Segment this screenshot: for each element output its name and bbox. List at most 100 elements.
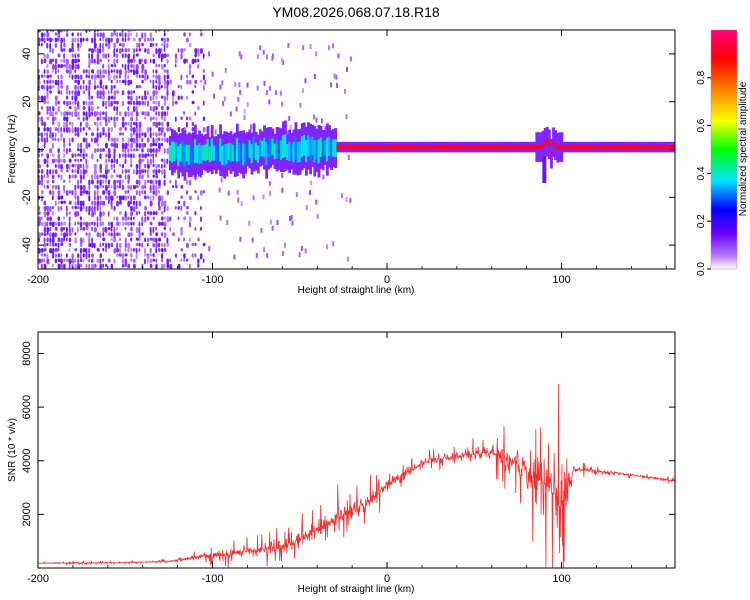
spectrogram-cell <box>155 169 158 176</box>
spectrogram-cell <box>166 216 170 223</box>
spectrogram-cell <box>138 48 142 52</box>
spectrogram-cell <box>77 106 80 110</box>
spectrogram-cell <box>155 111 158 116</box>
spectrogram-cell <box>60 84 64 89</box>
spectrogram-cell <box>110 226 113 232</box>
spectrogram-cell <box>233 254 236 260</box>
spectrogram-cell <box>188 179 192 186</box>
spectrogram-cell <box>57 195 61 201</box>
spectrogram-cell <box>38 232 41 239</box>
spectrogram-cell <box>71 258 75 264</box>
spectrogram-cell <box>152 90 156 97</box>
spectrogram-cell <box>40 42 43 47</box>
spectrogram-cell <box>130 253 133 258</box>
spectrogram-cell <box>88 95 91 101</box>
spectrogram-cell <box>110 63 114 68</box>
spectrogram-cell <box>367 144 371 150</box>
spectrogram-cell <box>163 111 167 117</box>
spectrogram-cell <box>149 79 152 83</box>
spectrogram-cell <box>673 144 675 150</box>
spectrogram-cell <box>495 144 499 150</box>
spectrogram-cell <box>194 226 197 231</box>
spectrogram-cell <box>40 74 44 78</box>
spectrogram-cell <box>191 147 195 165</box>
spectrogram-cell <box>166 42 169 49</box>
spectrogram-cell <box>141 137 144 143</box>
spectrogram-cell <box>610 144 614 150</box>
spectrogram-cell <box>57 30 61 34</box>
spectrogram-cell <box>51 106 55 112</box>
spectrogram-cell <box>644 144 648 150</box>
spectrogram-cell <box>191 121 194 127</box>
spectrogram-cell <box>191 127 195 132</box>
spectrogram-cell <box>321 141 325 160</box>
spectrogram-cell <box>105 163 108 171</box>
spectrogram-cell <box>40 95 44 102</box>
spectrogram-cell <box>141 190 144 195</box>
spectrogram-cell <box>263 80 266 86</box>
spectrogram-cell <box>155 184 158 191</box>
spectrogram-cell <box>77 42 80 49</box>
spectrogram-cell <box>91 106 94 112</box>
spectrogram-cell <box>88 79 92 86</box>
spectrogram-cell <box>635 144 639 150</box>
spectrogram-cell <box>202 69 205 73</box>
spectrogram-cell <box>204 79 207 85</box>
spectrogram-cell <box>274 90 277 96</box>
spectrogram-cell <box>74 221 77 226</box>
spectrogram-cell <box>113 258 116 264</box>
spectrogram-cell <box>57 90 61 95</box>
spectrogram-cell <box>169 226 172 232</box>
spectrogram-cell <box>79 258 83 262</box>
spectrogram-cell <box>121 30 124 34</box>
spectrogram-cell <box>46 184 50 189</box>
spectrogram-cell <box>74 69 77 74</box>
spectrogram-cell <box>82 253 85 258</box>
spectrogram-cell <box>332 241 335 247</box>
spectrogram-cell <box>65 163 69 169</box>
spectrogram-cell <box>116 174 119 178</box>
spectrogram-cell <box>77 169 80 175</box>
spectrogram-cell <box>127 111 130 117</box>
spectrogram-cell <box>93 190 96 197</box>
spectrogram-cell <box>63 263 66 269</box>
spectrogram-cell <box>60 132 63 138</box>
spectrogram-cell <box>71 37 75 44</box>
spectrogram-cell <box>260 227 263 233</box>
spectrogram-cell <box>191 253 194 258</box>
colorbar-tick-label: 0.4 <box>696 166 707 180</box>
spectrogram-cell <box>560 144 564 150</box>
spectrogram-cell <box>79 127 82 133</box>
spectrogram-cell <box>54 58 58 65</box>
spectrogram-cell <box>49 190 52 195</box>
spectrogram-cell <box>146 74 149 80</box>
spectrogram-cell <box>166 205 169 212</box>
spectrogram-cell <box>146 179 150 184</box>
spectrogram-cell <box>79 237 83 244</box>
spectrogram-cell <box>79 216 83 221</box>
spectrogram-cell <box>77 179 79 186</box>
spectrogram-cell <box>428 144 432 150</box>
spectrogram-cell <box>130 153 133 159</box>
spectrogram-cell <box>71 153 74 158</box>
spectrogram-cell <box>43 205 47 212</box>
spectrogram-cell <box>57 184 60 191</box>
spectrogram-cell <box>51 142 54 149</box>
spectrogram-cell <box>51 158 55 164</box>
spectrogram-cell <box>194 111 197 116</box>
spectrogram-cell <box>130 148 133 152</box>
spectrogram-cell <box>65 30 69 33</box>
spectrogram-cell <box>96 106 100 110</box>
spectrogram-cell <box>40 232 44 236</box>
spectrogram-cell <box>194 48 198 54</box>
spectrogram-cell <box>68 106 72 110</box>
spectrogram-cell <box>144 179 147 186</box>
spectrogram-cell <box>289 124 292 130</box>
colorbar-tick-label: 0.6 <box>696 118 707 132</box>
spectrogram-cell <box>127 169 131 173</box>
spectrogram-cell <box>96 174 99 180</box>
spectrogram-cell <box>116 200 119 207</box>
spectrogram-cell <box>155 258 158 263</box>
spectrogram-cell <box>93 184 97 189</box>
spectrogram-cell <box>99 216 102 222</box>
